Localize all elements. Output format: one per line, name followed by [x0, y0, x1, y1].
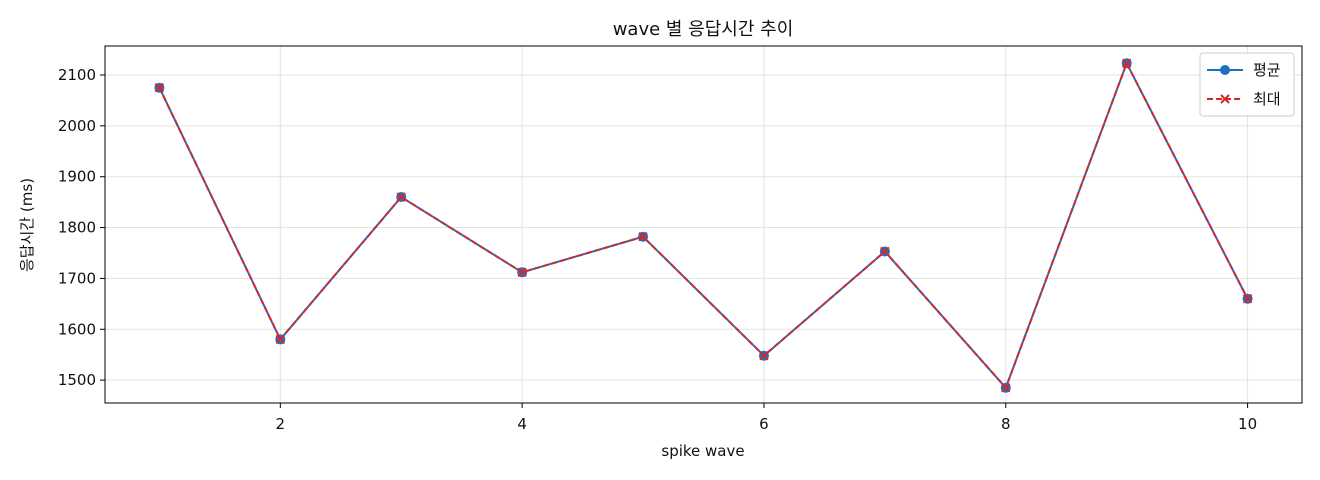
- series-1-point: [154, 82, 165, 93]
- y-tick-label: 1500: [58, 371, 96, 389]
- plot-area: [104, 45, 1303, 404]
- y-tick-label: 2100: [58, 66, 96, 84]
- series-1-point: [1242, 294, 1253, 304]
- grid-lines: [105, 46, 1302, 403]
- y-tick-label: 1900: [58, 168, 96, 186]
- series-1-point: [517, 267, 527, 278]
- y-tick-label: 1800: [58, 219, 96, 237]
- legend-label-1: 최대: [1253, 90, 1281, 108]
- y-axis-label: 응답시간 (ms): [18, 178, 36, 272]
- y-tick-label: 2000: [58, 117, 96, 135]
- legend-label-0: 평균: [1253, 61, 1281, 79]
- x-tick-label: 6: [759, 415, 769, 433]
- series-1-point: [759, 350, 769, 361]
- x-tick-label: 10: [1238, 415, 1257, 433]
- legend-marker-0: [1220, 65, 1230, 75]
- y-tick-label: 1600: [58, 320, 96, 338]
- chart-title: wave 별 응답시간 추이: [613, 19, 794, 40]
- axis-ticks: 2 4 6 8 10 1500 1600 1700 1800 1900 2000 2100: [58, 66, 1257, 433]
- series-1-point: [638, 231, 648, 242]
- y-tick-label: 1700: [58, 269, 96, 287]
- x-tick-label: 8: [1001, 415, 1011, 433]
- series-1-point: [880, 246, 890, 257]
- series-0-line: [158, 62, 1249, 389]
- series-1-point: [275, 334, 286, 345]
- series-1-line: [158, 62, 1249, 389]
- series-1-point: [1121, 58, 1132, 68]
- x-tick-label: 2: [276, 415, 286, 433]
- series-1-point: [396, 192, 406, 202]
- x-axis-label: spike wave: [661, 442, 744, 460]
- series-layer: [154, 58, 1253, 393]
- series-1-point: [1001, 383, 1011, 393]
- legend-marker-1: [1220, 94, 1230, 104]
- x-tick-label: 4: [517, 415, 527, 433]
